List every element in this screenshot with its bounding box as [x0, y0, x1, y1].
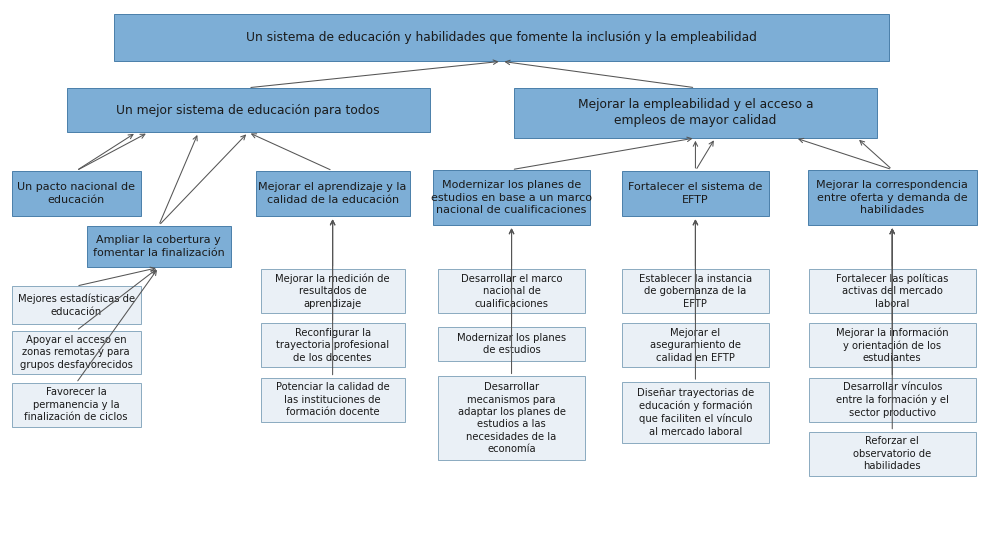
FancyBboxPatch shape	[12, 171, 141, 217]
FancyBboxPatch shape	[809, 432, 976, 476]
Text: Mejorar la medición de
resultados de
aprendizaje: Mejorar la medición de resultados de apr…	[275, 273, 390, 309]
FancyBboxPatch shape	[12, 286, 141, 324]
FancyBboxPatch shape	[622, 269, 769, 314]
FancyBboxPatch shape	[67, 88, 430, 132]
FancyBboxPatch shape	[622, 323, 769, 367]
Text: Un sistema de educación y habilidades que fomente la inclusión y la empleabilida: Un sistema de educación y habilidades qu…	[246, 31, 757, 44]
Text: Mejorar el aprendizaje y la
calidad de la educación: Mejorar el aprendizaje y la calidad de l…	[258, 183, 407, 205]
FancyBboxPatch shape	[114, 14, 889, 61]
Text: Mejorar el
aseguramiento de
calidad en EFTP: Mejorar el aseguramiento de calidad en E…	[650, 328, 741, 362]
FancyBboxPatch shape	[261, 377, 405, 422]
FancyBboxPatch shape	[12, 331, 141, 374]
Text: Reforzar el
observatorio de
habilidades: Reforzar el observatorio de habilidades	[853, 436, 931, 472]
FancyBboxPatch shape	[438, 269, 585, 314]
FancyBboxPatch shape	[622, 171, 769, 217]
Text: Mejorar la correspondencia
entre oferta y demanda de
habilidades: Mejorar la correspondencia entre oferta …	[816, 180, 968, 215]
Text: Favorecer la
permanencia y la
finalización de ciclos: Favorecer la permanencia y la finalizaci…	[24, 388, 128, 422]
Text: Fortalecer las políticas
activas del mercado
laboral: Fortalecer las políticas activas del mer…	[836, 273, 948, 309]
FancyBboxPatch shape	[438, 376, 585, 460]
FancyBboxPatch shape	[12, 383, 141, 427]
FancyBboxPatch shape	[514, 88, 877, 138]
Text: Establecer la instancia
de gobernanza de la
EFTP: Establecer la instancia de gobernanza de…	[639, 274, 752, 309]
FancyBboxPatch shape	[808, 170, 977, 225]
Text: Desarrollar
mecanismos para
adaptar los planes de
estudios a las
necesidades de : Desarrollar mecanismos para adaptar los …	[458, 382, 566, 454]
FancyBboxPatch shape	[809, 377, 976, 422]
Text: Un pacto nacional de
educación: Un pacto nacional de educación	[17, 183, 135, 205]
Text: Potenciar la calidad de
las instituciones de
formación docente: Potenciar la calidad de las institucione…	[276, 382, 389, 417]
Text: Mejores estadísticas de
educación: Mejores estadísticas de educación	[18, 293, 135, 316]
FancyBboxPatch shape	[433, 170, 590, 225]
FancyBboxPatch shape	[261, 323, 405, 367]
Text: Modernizar los planes de
estudios en base a un marco
nacional de cualificaciones: Modernizar los planes de estudios en bas…	[431, 180, 592, 215]
FancyBboxPatch shape	[438, 327, 585, 361]
Text: Reconfigurar la
trayectoria profesional
de los docentes: Reconfigurar la trayectoria profesional …	[276, 328, 389, 362]
FancyBboxPatch shape	[256, 171, 410, 217]
FancyBboxPatch shape	[622, 382, 769, 444]
Text: Mejorar la información
y orientación de los
estudiantes: Mejorar la información y orientación de …	[836, 327, 949, 363]
Text: Desarrollar vínculos
entre la formación y el
sector productivo: Desarrollar vínculos entre la formación …	[836, 382, 949, 418]
FancyBboxPatch shape	[809, 323, 976, 367]
Text: Desarrollar el marco
nacional de
cualificaciones: Desarrollar el marco nacional de cualifi…	[461, 274, 562, 309]
FancyBboxPatch shape	[87, 226, 231, 268]
FancyBboxPatch shape	[809, 269, 976, 314]
Text: Modernizar los planes
de estudios: Modernizar los planes de estudios	[457, 333, 566, 355]
Text: Ampliar la cobertura y
fomentar la finalización: Ampliar la cobertura y fomentar la final…	[93, 235, 225, 258]
Text: Diseñar trayectorias de
educación y formación
que faciliten el vínculo
al mercad: Diseñar trayectorias de educación y form…	[637, 389, 754, 437]
Text: Un mejor sistema de educación para todos: Un mejor sistema de educación para todos	[116, 104, 380, 116]
FancyBboxPatch shape	[261, 269, 405, 314]
Text: Mejorar la empleabilidad y el acceso a
empleos de mayor calidad: Mejorar la empleabilidad y el acceso a e…	[578, 99, 813, 127]
Text: Apoyar el acceso en
zonas remotas y para
grupos desfavorecidos: Apoyar el acceso en zonas remotas y para…	[20, 335, 133, 370]
Text: Fortalecer el sistema de
EFTP: Fortalecer el sistema de EFTP	[628, 183, 763, 205]
